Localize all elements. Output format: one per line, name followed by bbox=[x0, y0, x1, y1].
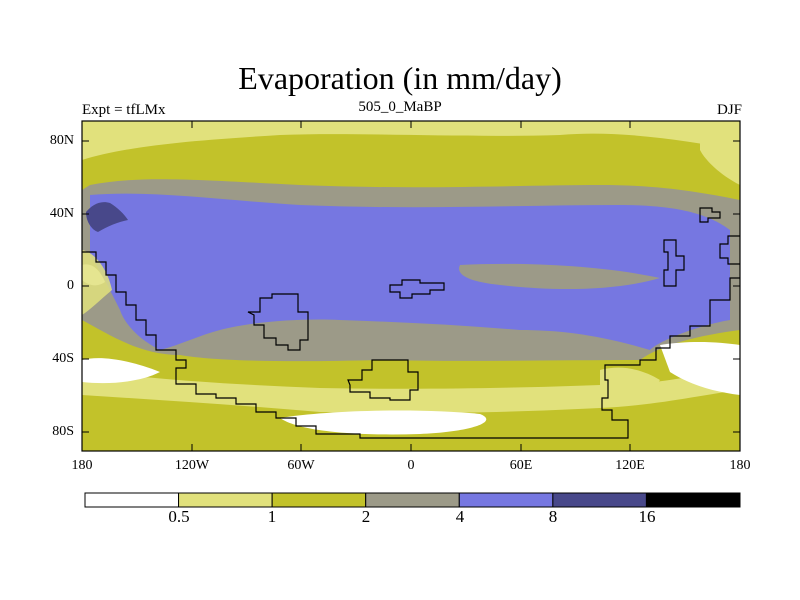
axis-ticks bbox=[81, 121, 741, 451]
field-white-antarctic bbox=[280, 410, 487, 435]
colorbar-swatch bbox=[271, 492, 367, 508]
colorbar-label: 0.5 bbox=[168, 507, 190, 526]
colorbar-label: 1 bbox=[267, 507, 277, 526]
coastlines bbox=[82, 207, 740, 439]
colorbar-label: 8 bbox=[548, 507, 558, 526]
lon-tick-label: 120E bbox=[615, 458, 645, 473]
lon-tick-label: 120W bbox=[174, 458, 210, 473]
field-light-west bbox=[82, 250, 112, 315]
map-title: Evaporation (in mm/day) bbox=[238, 60, 562, 96]
lon-tick-label: 180 bbox=[729, 458, 751, 473]
lon-tick-label: 180 bbox=[71, 458, 93, 473]
field-white-southeast bbox=[660, 341, 740, 395]
lon-tick-label: 60E bbox=[509, 458, 533, 473]
lon-tick-label: 0 bbox=[407, 458, 415, 473]
colorbar-label: 16 bbox=[638, 507, 656, 526]
lat-tick-label: 40S bbox=[52, 351, 74, 366]
colorbar-swatch bbox=[552, 492, 647, 508]
field-grey-tongue bbox=[459, 263, 660, 290]
experiment-label: Expt = tfLMx bbox=[82, 102, 166, 118]
field-north-light bbox=[82, 121, 740, 160]
lat-tick-label: 80N bbox=[49, 133, 74, 148]
field-darkblue-pocket bbox=[86, 202, 128, 232]
field-light-east bbox=[600, 367, 660, 397]
field-blue-band bbox=[90, 193, 730, 350]
period-label: 505_0_MaBP bbox=[358, 99, 442, 115]
colorbar-swatch bbox=[178, 492, 273, 508]
season-label: DJF bbox=[716, 102, 742, 118]
field-white-southwest bbox=[82, 358, 160, 384]
colorbar-label: 2 bbox=[361, 507, 371, 526]
field-northeast-light bbox=[700, 121, 740, 185]
evaporation-field bbox=[82, 121, 740, 451]
lon-tick-label: 60W bbox=[287, 458, 315, 473]
colorbar bbox=[84, 492, 741, 508]
colorbar-swatch bbox=[84, 492, 180, 508]
colorbar-label: 4 bbox=[455, 507, 465, 526]
lat-tick-label: 40N bbox=[49, 206, 74, 221]
lat-tick-label: 80S bbox=[52, 424, 74, 439]
lat-tick-label: 0 bbox=[67, 278, 74, 293]
colorbar-swatch bbox=[365, 492, 460, 508]
colorbar-swatch bbox=[458, 492, 554, 508]
colorbar-swatch bbox=[645, 492, 741, 508]
